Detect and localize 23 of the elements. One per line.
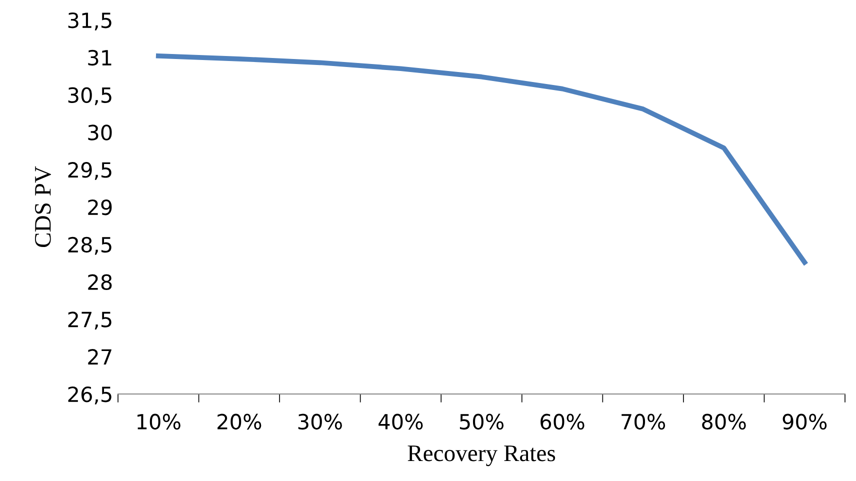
x-tick-label: 80% xyxy=(702,414,746,430)
x-tick-label: 60% xyxy=(540,414,584,430)
x-tick-label: 30% xyxy=(298,414,342,430)
y-tick-label: 28 xyxy=(88,274,112,290)
x-tick-label: 70% xyxy=(622,414,666,430)
x-tick-label: 20% xyxy=(218,414,262,430)
y-tick-label: 26,5 xyxy=(68,386,112,404)
y-tick-label: 29 xyxy=(88,199,112,216)
x-tick-label: 50% xyxy=(460,414,504,430)
x-tick-label: 90% xyxy=(782,414,827,430)
y-tick-label: 31 xyxy=(88,50,112,66)
y-tick-label: 27,5 xyxy=(68,312,112,330)
line-series xyxy=(156,53,808,265)
y-axis-title: CDS PV xyxy=(34,166,51,248)
x-tick-label: 10% xyxy=(138,414,180,430)
x-axis-title: Recovery Rates xyxy=(408,446,556,466)
x-tick-label: 40% xyxy=(378,414,423,430)
y-tick-label: 27 xyxy=(88,349,112,365)
y-tick-label: 30,5 xyxy=(68,87,112,106)
y-tick-label: 28,5 xyxy=(68,236,112,255)
y-tick-label: 31,5 xyxy=(68,12,112,30)
y-tick-label: 30 xyxy=(88,124,112,140)
y-tick-label: 29,5 xyxy=(68,162,112,180)
